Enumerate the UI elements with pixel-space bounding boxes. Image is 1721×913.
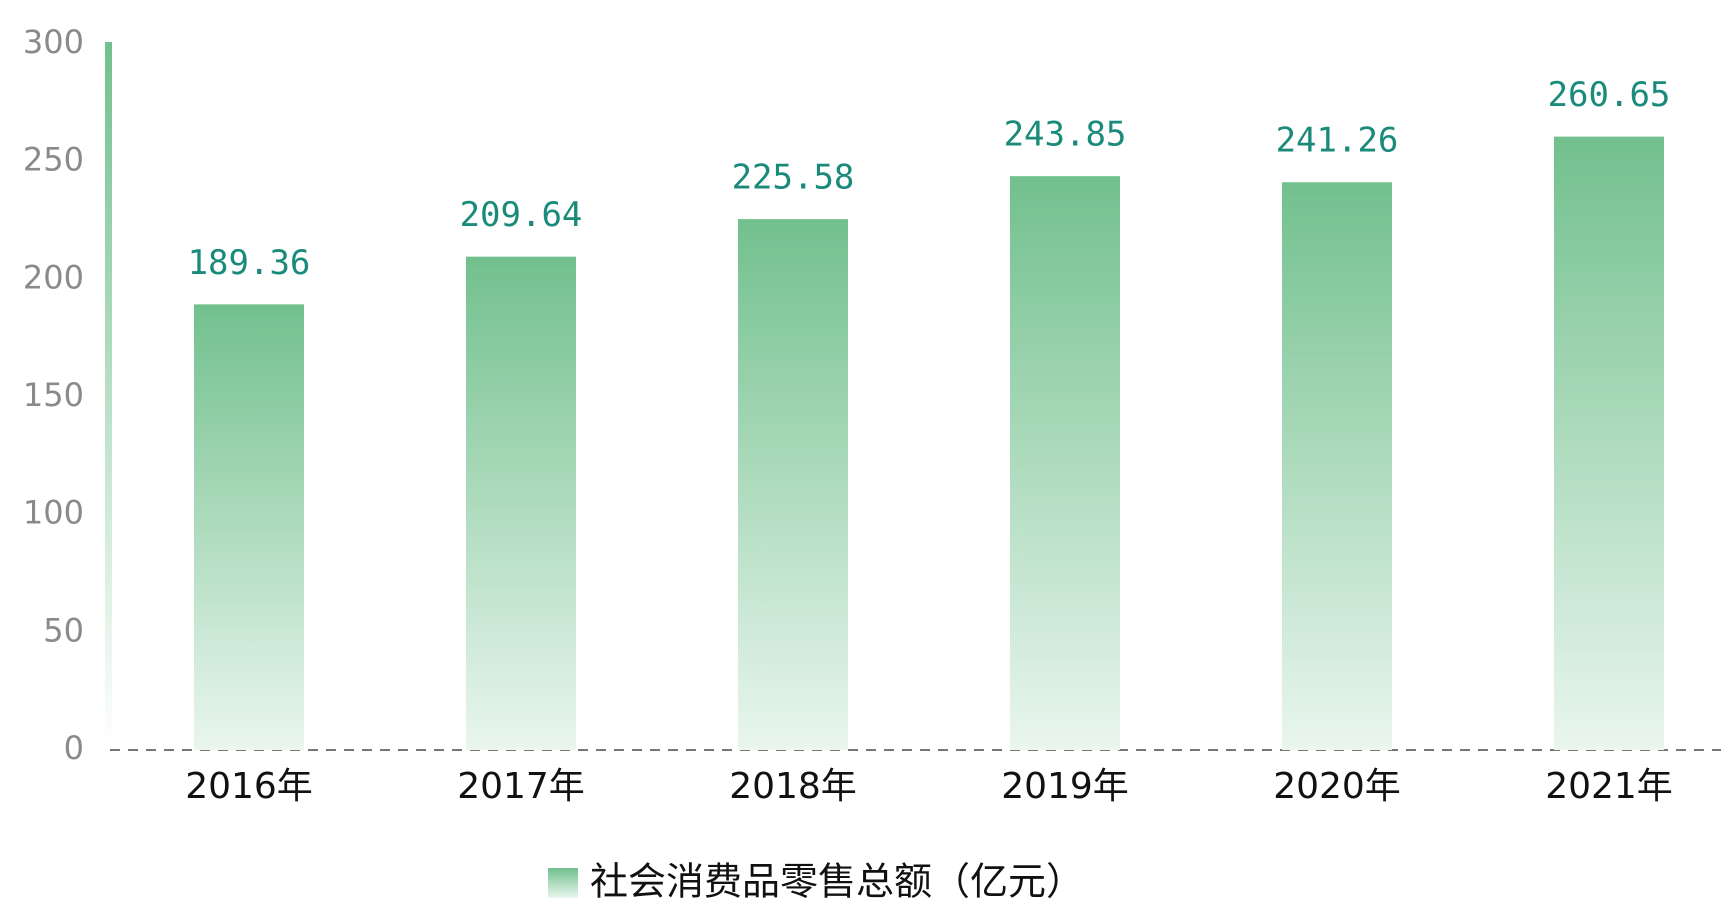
x-tick-label: 2016年 xyxy=(185,766,313,807)
bar xyxy=(466,256,576,750)
legend-label: 社会消费品零售总额（亿元） xyxy=(590,860,1084,904)
value-label: 243.85 xyxy=(1004,115,1127,155)
value-label: 225.58 xyxy=(732,158,855,198)
y-tick-label: 250 xyxy=(23,141,84,179)
bar xyxy=(194,304,304,750)
bar xyxy=(1554,136,1664,751)
value-label: 241.26 xyxy=(1276,121,1399,161)
x-tick-label: 2020年 xyxy=(1273,766,1401,807)
y-tick-label: 200 xyxy=(23,258,84,296)
y-tick-label: 100 xyxy=(23,494,84,532)
x-tick-label: 2018年 xyxy=(729,766,857,807)
bar xyxy=(738,219,848,750)
y-tick-label: 150 xyxy=(23,376,84,414)
value-label: 189.36 xyxy=(188,243,311,283)
x-tick-label: 2021年 xyxy=(1545,766,1673,807)
legend-swatch xyxy=(548,868,578,898)
y-tick-label: 50 xyxy=(43,611,84,649)
x-tick-label: 2017年 xyxy=(457,766,585,807)
value-label: 260.65 xyxy=(1548,75,1671,115)
x-tick-label: 2019年 xyxy=(1001,766,1129,807)
y-axis-line xyxy=(105,42,112,750)
y-tick-label: 300 xyxy=(23,23,84,61)
bar xyxy=(1282,182,1392,750)
y-tick-label: 0 xyxy=(64,729,84,767)
bar xyxy=(1010,176,1120,751)
value-label: 209.64 xyxy=(460,195,583,235)
